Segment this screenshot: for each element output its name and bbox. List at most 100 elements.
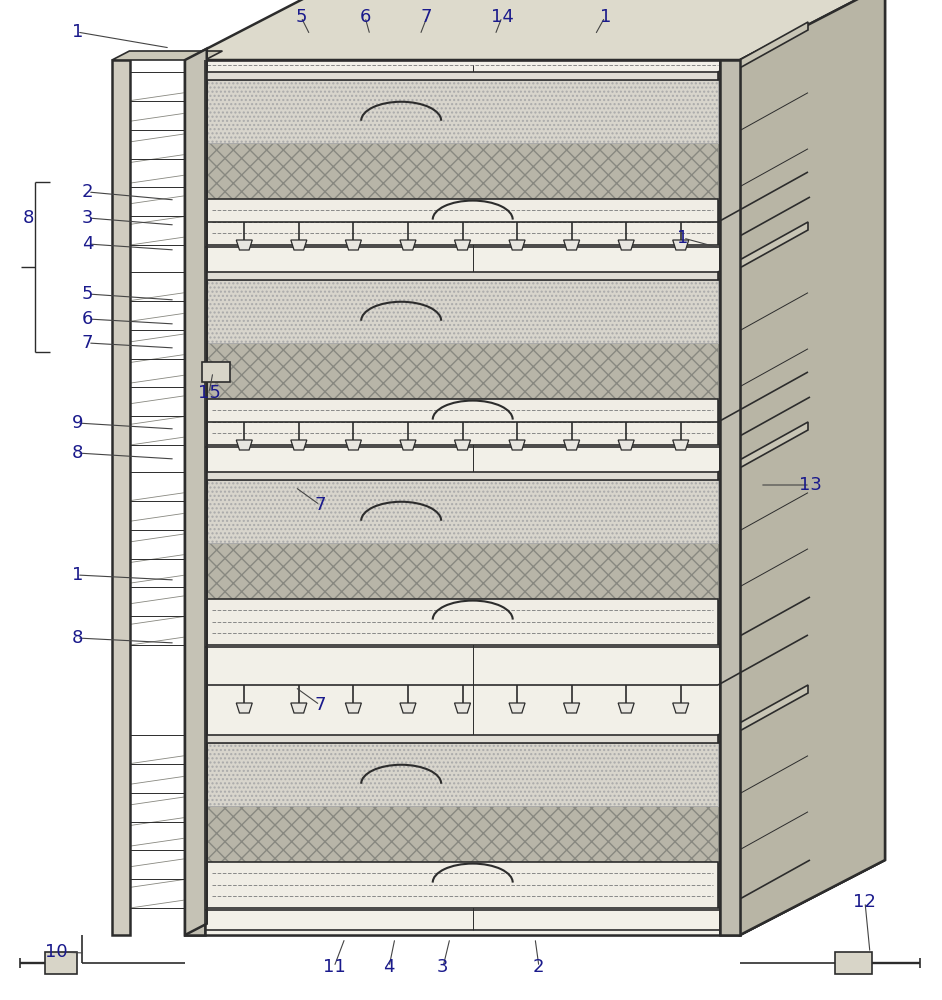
Bar [185, 60, 205, 935]
Polygon shape [185, 0, 885, 935]
Text: 1: 1 [677, 229, 689, 247]
Polygon shape [673, 703, 689, 713]
Polygon shape [718, 422, 808, 480]
Polygon shape [291, 240, 307, 250]
Text: 8: 8 [72, 629, 83, 647]
Bar [207, 343, 718, 399]
Polygon shape [718, 30, 808, 245]
Polygon shape [236, 440, 252, 450]
Text: 5: 5 [296, 8, 307, 26]
Polygon shape [236, 703, 252, 713]
Text: 5: 5 [82, 285, 93, 303]
Bar [207, 143, 718, 199]
Bar [207, 862, 718, 908]
Polygon shape [740, 0, 885, 935]
Text: 1: 1 [600, 8, 611, 26]
Polygon shape [563, 440, 579, 450]
Polygon shape [618, 440, 634, 450]
Text: 2: 2 [82, 183, 93, 201]
Bar [207, 399, 718, 445]
Polygon shape [720, 0, 865, 935]
Bar [207, 72, 718, 80]
Bar [207, 735, 718, 743]
Text: 1: 1 [72, 23, 83, 41]
Polygon shape [346, 440, 362, 450]
Polygon shape [509, 440, 525, 450]
Bar [720, 60, 740, 935]
Bar [207, 343, 718, 399]
Bar [207, 599, 718, 645]
Text: 8: 8 [23, 209, 34, 227]
Bar [207, 806, 718, 862]
Text: 14: 14 [491, 8, 513, 26]
Bar [185, 60, 740, 935]
Bar [207, 343, 718, 399]
Text: 4: 4 [82, 235, 93, 253]
Bar [207, 806, 718, 862]
Text: 10: 10 [45, 943, 68, 961]
Polygon shape [454, 240, 470, 250]
Text: 1: 1 [72, 566, 83, 584]
Text: 7: 7 [315, 696, 326, 714]
Bar [207, 543, 718, 599]
Polygon shape [563, 240, 579, 250]
Polygon shape [291, 703, 307, 713]
Polygon shape [673, 440, 689, 450]
Polygon shape [718, 22, 808, 80]
Polygon shape [618, 240, 634, 250]
Bar [207, 199, 718, 245]
Text: 12: 12 [853, 893, 876, 911]
Text: 6: 6 [82, 310, 93, 328]
Text: 7: 7 [315, 496, 326, 514]
Polygon shape [112, 51, 222, 60]
Text: 11: 11 [323, 958, 346, 976]
Bar [45, 952, 77, 974]
Text: 8: 8 [72, 444, 83, 462]
Polygon shape [454, 440, 470, 450]
Polygon shape [563, 703, 579, 713]
Bar [207, 80, 718, 143]
Polygon shape [718, 222, 808, 280]
Polygon shape [400, 440, 416, 450]
Bar [207, 280, 718, 343]
Polygon shape [400, 240, 416, 250]
Polygon shape [509, 240, 525, 250]
Bar [207, 743, 718, 806]
Polygon shape [185, 49, 206, 935]
Bar [207, 543, 718, 599]
Polygon shape [291, 440, 307, 450]
Polygon shape [454, 703, 470, 713]
Text: 2: 2 [533, 958, 544, 976]
Bar [207, 272, 718, 280]
Polygon shape [718, 685, 808, 743]
Bar [835, 952, 872, 974]
Bar [112, 60, 130, 935]
Bar [207, 480, 718, 543]
Text: 4: 4 [383, 958, 395, 976]
Bar [207, 143, 718, 199]
Polygon shape [673, 240, 689, 250]
Bar [207, 806, 718, 862]
Text: 13: 13 [799, 476, 821, 494]
Polygon shape [740, 0, 885, 935]
Bar [207, 143, 718, 199]
Polygon shape [718, 430, 808, 645]
Polygon shape [346, 703, 362, 713]
Text: 9: 9 [72, 414, 83, 432]
Polygon shape [618, 703, 634, 713]
Polygon shape [718, 230, 808, 445]
Bar [207, 543, 718, 599]
Polygon shape [509, 703, 525, 713]
Bar [207, 472, 718, 480]
Text: 3: 3 [82, 209, 93, 227]
Bar [202, 362, 230, 382]
Polygon shape [346, 240, 362, 250]
Text: 15: 15 [198, 384, 220, 402]
Polygon shape [236, 240, 252, 250]
Text: 7: 7 [421, 8, 432, 26]
Text: 7: 7 [82, 334, 93, 352]
Text: 3: 3 [437, 958, 448, 976]
Polygon shape [185, 0, 885, 60]
Text: 6: 6 [360, 8, 371, 26]
Polygon shape [400, 703, 416, 713]
